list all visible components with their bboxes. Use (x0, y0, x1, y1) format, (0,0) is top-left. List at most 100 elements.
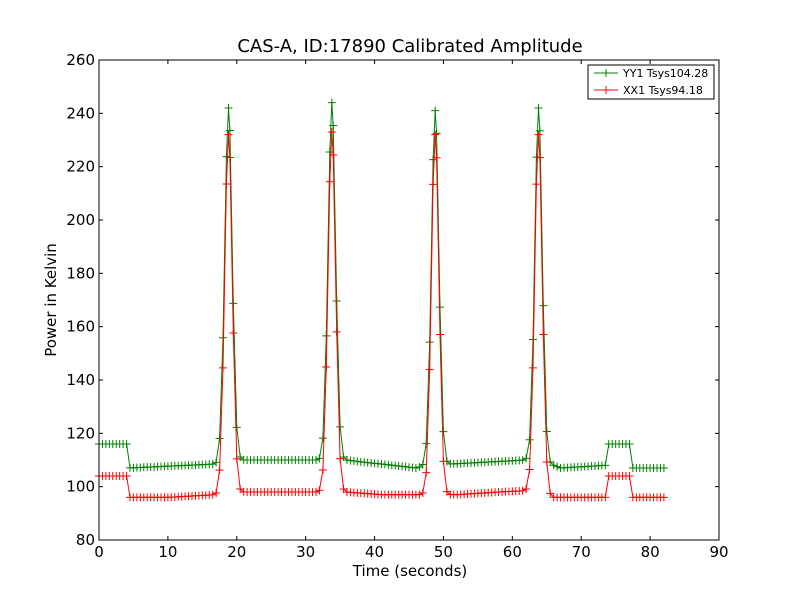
data-point (601, 493, 610, 502)
data-point (422, 468, 431, 477)
data-point (525, 435, 534, 444)
data-point (539, 330, 548, 339)
y-tick-label: 100 (66, 478, 95, 496)
data-point (122, 472, 131, 480)
x-tick-label: 10 (158, 543, 177, 561)
data-point (325, 177, 334, 186)
plot-area (99, 60, 719, 540)
data-point (329, 151, 338, 160)
data-point (332, 297, 341, 306)
data-point (215, 434, 224, 443)
data-point (122, 440, 131, 448)
x-tick-label: 20 (227, 543, 246, 561)
data-point (542, 427, 551, 436)
data-point (439, 427, 448, 436)
data-point (522, 454, 531, 463)
data-point (425, 365, 434, 374)
data-point (411, 463, 420, 472)
data-point (429, 155, 438, 164)
data-point (312, 455, 320, 464)
legend-marker-yy1 (602, 69, 610, 77)
data-point (429, 180, 438, 189)
x-tick-label: 60 (503, 543, 522, 561)
data-point (225, 126, 234, 135)
legend-box (587, 64, 715, 100)
data-point (327, 128, 336, 136)
data-point (436, 330, 444, 339)
data-point (225, 153, 234, 162)
x-tick-label: 70 (572, 543, 591, 561)
data-point (546, 489, 555, 498)
data-point (535, 153, 544, 162)
y-tick-label: 120 (66, 424, 95, 442)
y-tick-label: 140 (66, 371, 95, 389)
series-1 (95, 128, 668, 502)
data-point (431, 106, 440, 115)
x-tick-label: 30 (296, 543, 315, 561)
chart-title: CAS-A, ID:17890 Calibrated Amplitude (237, 36, 582, 57)
data-point (229, 329, 238, 338)
data-point (343, 456, 351, 465)
data-point (532, 153, 541, 162)
data-point (659, 464, 668, 472)
data-point (336, 422, 345, 431)
data-point (312, 487, 320, 496)
data-point (229, 299, 238, 308)
data-point (553, 462, 562, 471)
x-tick-label: 50 (434, 543, 453, 561)
data-point (318, 465, 327, 474)
data-point (215, 466, 224, 475)
data-point (535, 126, 544, 135)
data-point (322, 331, 331, 340)
data-point (432, 153, 441, 162)
data-point (418, 488, 427, 497)
data-point (422, 439, 431, 448)
data-point (208, 460, 217, 469)
x-tick-label: 80 (641, 543, 660, 561)
series-0 (95, 98, 668, 472)
data-point (532, 180, 541, 189)
data-point (534, 104, 543, 112)
data-point (329, 121, 338, 130)
data-point (208, 490, 217, 499)
data-point (336, 454, 345, 463)
data-point (439, 457, 448, 466)
data-point (534, 130, 543, 139)
legend-marker-xx1 (602, 86, 610, 94)
legend-label-xx1: XX1 Tsys94.18 (623, 84, 703, 97)
data-point (522, 484, 531, 493)
y-axis-label: Power in Kelvin (42, 243, 60, 357)
x-axis-label: Time (seconds) (352, 562, 468, 580)
legend: YY1 Tsys104.28 XX1 Tsys94.18 (587, 64, 715, 100)
y-tick-label: 160 (66, 318, 95, 336)
y-tick-label: 220 (66, 158, 95, 176)
data-point (432, 129, 441, 138)
data-point (332, 327, 341, 336)
data-point (232, 454, 241, 463)
x-tick-label: 90 (709, 543, 728, 561)
legend-label-yy1: YY1 Tsys104.28 (622, 67, 708, 80)
data-point (224, 104, 233, 112)
data-point (222, 180, 231, 189)
data-point (315, 454, 324, 463)
data-point (542, 458, 551, 467)
data-point (219, 333, 227, 342)
data-point (212, 458, 221, 467)
data-point (539, 301, 548, 310)
data-point (625, 440, 634, 448)
data-point (659, 493, 668, 502)
y-tick-label: 240 (66, 104, 95, 122)
plot-frame (98, 59, 720, 541)
data-point (327, 98, 336, 107)
data-point (418, 460, 427, 469)
y-tick-label: 180 (66, 264, 95, 282)
data-point (625, 472, 634, 480)
data-point (318, 434, 327, 443)
y-tick-label: 200 (66, 211, 95, 229)
data-point (431, 130, 440, 139)
data-point (222, 152, 231, 161)
data-point (415, 490, 424, 499)
data-point (525, 465, 534, 474)
data-point (219, 363, 227, 372)
